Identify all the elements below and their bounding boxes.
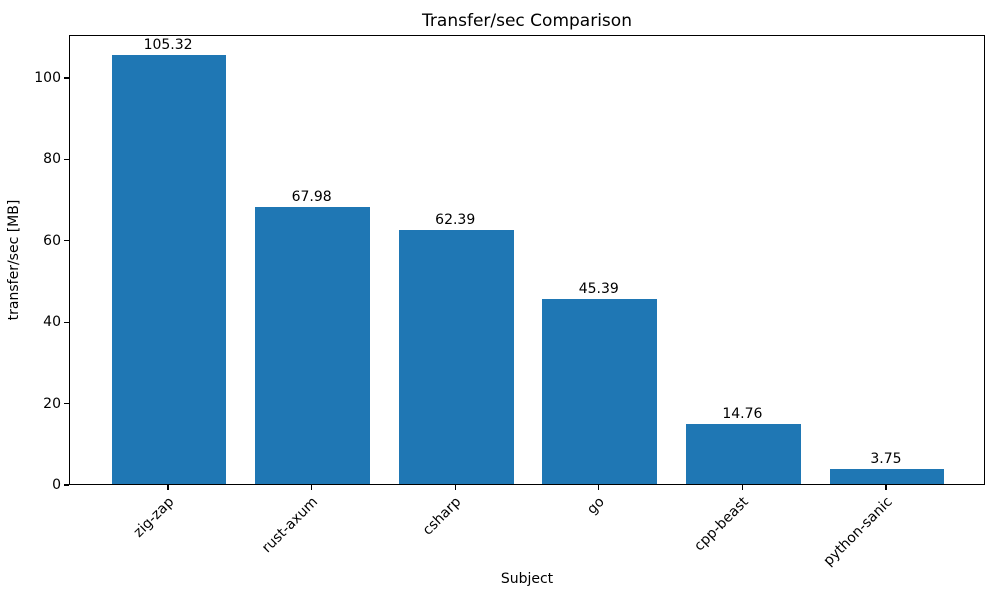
x-axis-tick-label-csharp: csharp xyxy=(419,494,465,539)
bar-csharp xyxy=(398,230,514,484)
y-axis-tick-label: 20 xyxy=(43,395,61,412)
x-axis-tick-mark xyxy=(741,485,743,490)
chart-title: Transfer/sec Comparison xyxy=(422,11,632,31)
bar-zig-zap xyxy=(111,55,227,484)
y-axis-tick-label: 60 xyxy=(43,232,61,249)
y-axis-label: transfer/sec [MB] xyxy=(6,199,22,321)
x-axis-label: Subject xyxy=(500,571,554,587)
y-axis-tick-label: 40 xyxy=(43,314,61,331)
y-axis-tick-label: 100 xyxy=(34,70,61,87)
x-axis-tick-mark xyxy=(311,485,313,490)
bar-value-label: 14.76 xyxy=(722,405,763,422)
x-axis-tick-label-go: go xyxy=(584,494,609,518)
x-axis-tick-mark xyxy=(167,485,169,490)
plot-area xyxy=(69,35,985,485)
bar-go xyxy=(542,299,658,484)
y-axis-tick-mark xyxy=(64,484,69,486)
y-axis-tick-label: 80 xyxy=(43,151,61,168)
bar-value-label: 3.75 xyxy=(870,450,902,467)
x-axis-tick-mark xyxy=(598,485,600,490)
y-axis-tick-mark xyxy=(64,321,69,323)
x-axis-tick-label-python-sanic: python-sanic xyxy=(820,494,896,570)
y-axis-tick-mark xyxy=(64,158,69,161)
x-axis-tick-mark xyxy=(454,485,456,490)
y-axis-tick-label: 0 xyxy=(52,477,61,493)
x-axis-tick-label-cpp-beast: cpp-beast xyxy=(691,494,752,555)
bar-python-sanic xyxy=(829,468,945,484)
y-axis-tick-mark xyxy=(64,77,69,79)
bar-value-label: 67.98 xyxy=(291,189,332,206)
bar-rust-axum xyxy=(255,207,371,484)
bar-value-label: 45.39 xyxy=(578,281,619,298)
x-axis-tick-label-rust-axum: rust-axum xyxy=(258,494,321,557)
x-axis-tick-mark xyxy=(885,485,887,490)
y-axis-tick-mark xyxy=(64,240,69,242)
bar-cpp-beast xyxy=(685,423,801,484)
bar-value-label: 62.39 xyxy=(435,212,476,229)
x-axis-tick-label-zig-zap: zig-zap xyxy=(130,494,178,541)
bar-value-label: 105.32 xyxy=(143,37,193,54)
y-axis-tick-mark xyxy=(64,403,69,405)
